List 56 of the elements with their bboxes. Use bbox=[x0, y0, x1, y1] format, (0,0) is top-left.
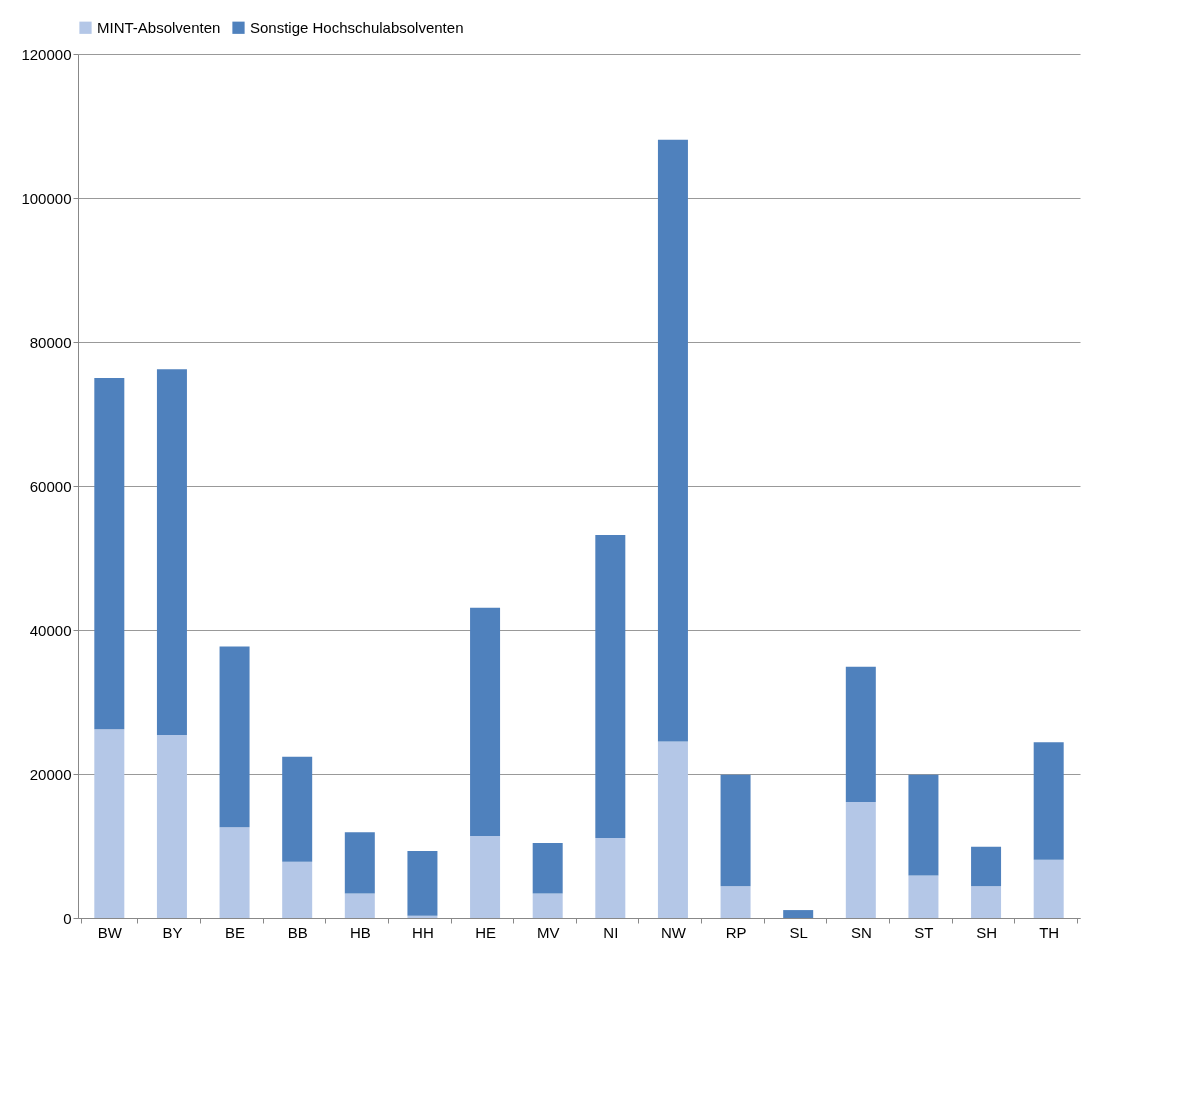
bar bbox=[282, 861, 313, 918]
x-tick-label: BB bbox=[287, 923, 308, 941]
bar bbox=[783, 910, 814, 918]
bar bbox=[282, 756, 313, 862]
bar bbox=[657, 139, 688, 742]
bar bbox=[156, 735, 187, 918]
x-tick-label: RP bbox=[725, 923, 747, 941]
bar bbox=[657, 741, 688, 918]
bar bbox=[219, 827, 250, 918]
bar bbox=[908, 875, 939, 918]
y-tick-label: 40000 bbox=[29, 621, 72, 639]
bar bbox=[407, 851, 438, 916]
x-tick-label: HE bbox=[475, 923, 496, 941]
bar bbox=[595, 534, 626, 839]
bar bbox=[595, 838, 626, 918]
x-tick-label: SH bbox=[976, 923, 997, 941]
y-tick-label: 120000 bbox=[21, 45, 72, 63]
bar bbox=[94, 729, 125, 918]
bar bbox=[720, 774, 751, 887]
y-tick-label: 0 bbox=[63, 909, 72, 927]
bar bbox=[845, 666, 876, 803]
x-tick-label: SN bbox=[850, 923, 872, 941]
y-tick-label: 100000 bbox=[21, 189, 72, 207]
x-tick-label: BY bbox=[162, 923, 183, 941]
bar bbox=[532, 843, 563, 894]
legend-label: Sonstige Hochschulabsolventen bbox=[250, 18, 464, 36]
x-tick-label: NW bbox=[660, 923, 687, 941]
bar bbox=[156, 369, 187, 736]
bar bbox=[720, 886, 751, 918]
y-tick-label: 80000 bbox=[29, 333, 72, 351]
x-tick-label: HH bbox=[412, 923, 434, 941]
bar bbox=[532, 893, 563, 918]
bar bbox=[470, 835, 501, 918]
x-tick-label: NI bbox=[603, 923, 619, 941]
x-tick-label: BE bbox=[225, 923, 246, 941]
bar bbox=[971, 886, 1002, 918]
x-tick-label: SL bbox=[789, 923, 808, 941]
bar bbox=[845, 802, 876, 918]
bar bbox=[344, 893, 375, 918]
bar bbox=[407, 915, 438, 918]
bar bbox=[344, 832, 375, 894]
y-tick-label: 20000 bbox=[29, 765, 72, 783]
legend-label: MINT-Absolventen bbox=[97, 18, 221, 36]
bar bbox=[94, 378, 125, 730]
bar bbox=[971, 846, 1002, 887]
bar bbox=[470, 607, 501, 836]
bar bbox=[1033, 859, 1064, 918]
bar bbox=[219, 646, 250, 828]
bar bbox=[908, 774, 939, 876]
x-tick-label: MV bbox=[536, 923, 560, 941]
y-tick-label: 60000 bbox=[29, 477, 72, 495]
bar bbox=[1033, 742, 1064, 860]
x-tick-label: TH bbox=[1039, 923, 1060, 941]
x-tick-label: ST bbox=[914, 923, 934, 941]
x-tick-label: HB bbox=[349, 923, 371, 941]
x-tick-label: BW bbox=[97, 923, 123, 941]
